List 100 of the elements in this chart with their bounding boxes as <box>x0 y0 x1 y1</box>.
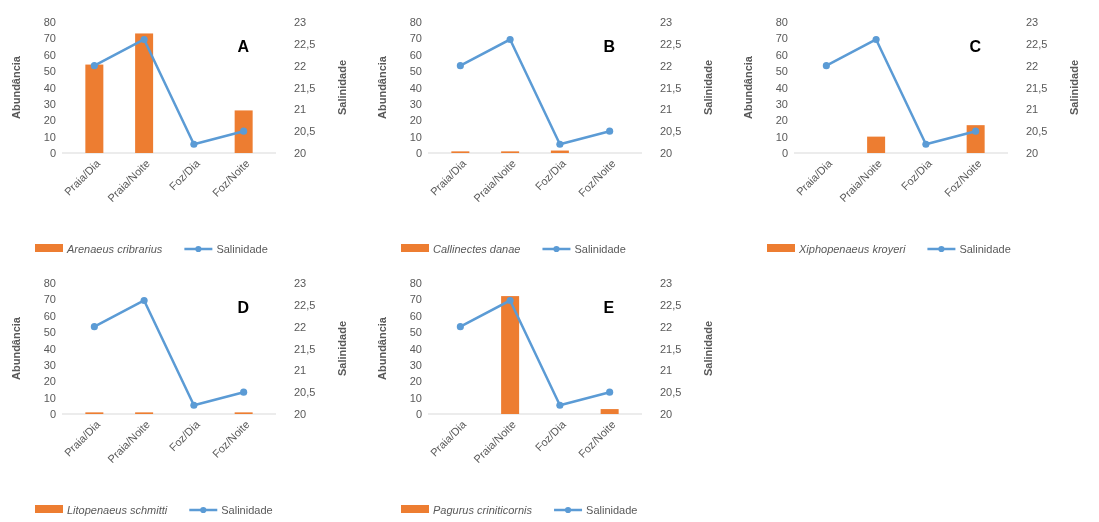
y-tick-label: 50 <box>775 65 788 78</box>
legend-label: Salinidade <box>216 243 268 255</box>
y-tick-label: 40 <box>43 342 56 355</box>
y-tick-label: 40 <box>43 81 56 94</box>
y-tick-label: 70 <box>43 293 56 306</box>
y-tick-label: 10 <box>43 130 56 143</box>
y2-tick-label: 20,5 <box>294 386 316 399</box>
y2-tick-label: 22 <box>294 59 307 72</box>
point <box>556 401 564 409</box>
y-tick-label: 20 <box>409 375 422 388</box>
y-tick-label: 70 <box>775 32 788 45</box>
y-tick-label: 30 <box>409 97 422 110</box>
y-tick-label: 50 <box>43 65 56 78</box>
y2-tick-label: 20 <box>660 408 673 421</box>
point <box>90 323 98 331</box>
y2-axis-title: Salinidade <box>336 59 348 116</box>
legend-label: Salinidade <box>586 504 638 516</box>
bar <box>135 33 154 153</box>
point <box>606 388 614 396</box>
y-tick-label: 30 <box>43 97 56 110</box>
point <box>606 127 614 135</box>
y2-tick-label: 22,5 <box>294 37 316 50</box>
annotation: E <box>603 299 615 316</box>
y2-tick-label: 22,5 <box>660 37 682 50</box>
y-axis-title: Abundância <box>376 55 388 119</box>
y2-tick-label: 23 <box>1026 16 1039 29</box>
y2-axis-title: Salinidade <box>702 320 714 377</box>
annotation: C <box>969 38 982 55</box>
legend-label: Litopenaeus schmitti <box>67 504 168 516</box>
annotation: A <box>237 38 250 55</box>
y2-tick-label: 21 <box>294 103 307 116</box>
y2-tick-label: 22 <box>660 320 673 333</box>
legend-label: Arenaeus cribrarius <box>66 243 163 255</box>
point <box>822 62 830 70</box>
y-tick-label: 20 <box>409 114 422 127</box>
legend-label: Pagurus criniticornis <box>433 504 533 516</box>
legend-label: Salinidade <box>574 243 626 255</box>
y-tick-label: 50 <box>409 326 422 339</box>
y2-axis-title: Salinidade <box>336 320 348 377</box>
y-axis-title: Abundância <box>742 55 754 119</box>
y2-tick-label: 22,5 <box>294 298 316 311</box>
y-tick-label: 60 <box>409 48 422 61</box>
y2-tick-label: 22 <box>1026 59 1039 72</box>
point <box>506 296 514 305</box>
y-tick-label: 60 <box>43 309 56 322</box>
y2-tick-label: 21 <box>1026 103 1039 116</box>
y2-axis-title: Salinidade <box>702 59 714 116</box>
point <box>190 140 198 148</box>
y-tick-label: 10 <box>43 391 56 404</box>
y2-tick-label: 20,5 <box>660 125 682 138</box>
point <box>240 127 248 135</box>
y2-tick-label: 23 <box>660 16 673 29</box>
y-tick-label: 0 <box>415 147 422 160</box>
y-tick-label: 10 <box>775 130 788 143</box>
y2-tick-label: 20,5 <box>1026 125 1048 138</box>
bar <box>85 64 104 153</box>
y-tick-label: 30 <box>43 358 56 371</box>
y-tick-label: 70 <box>409 32 422 45</box>
y-tick-label: 40 <box>409 81 422 94</box>
y2-tick-label: 20 <box>1026 147 1039 160</box>
y2-tick-label: 20 <box>660 147 673 160</box>
legend-label: Xiphopenaeus kroyeri <box>798 243 906 255</box>
y-axis-title: Abundância <box>10 316 22 380</box>
y2-tick-label: 21 <box>660 103 673 116</box>
y-tick-label: 80 <box>775 16 788 29</box>
point <box>872 35 880 44</box>
y2-tick-label: 23 <box>294 277 307 290</box>
y2-tick-label: 22 <box>294 320 307 333</box>
annotation: B <box>603 38 616 55</box>
y-tick-label: 60 <box>43 48 56 61</box>
y-tick-label: 80 <box>409 277 422 290</box>
y-tick-label: 0 <box>49 147 56 160</box>
bar <box>234 110 253 153</box>
y2-tick-label: 21,5 <box>294 81 316 94</box>
y-tick-label: 50 <box>43 326 56 339</box>
point <box>456 62 464 70</box>
y2-tick-label: 21,5 <box>1026 81 1048 94</box>
y2-tick-label: 20,5 <box>294 125 316 138</box>
y2-tick-label: 21,5 <box>660 81 682 94</box>
y-tick-label: 60 <box>775 48 788 61</box>
point <box>190 401 198 409</box>
point <box>556 140 564 148</box>
y-tick-label: 50 <box>409 65 422 78</box>
y-tick-label: 80 <box>409 16 422 29</box>
point <box>922 140 930 148</box>
point <box>506 35 514 44</box>
y2-tick-label: 21,5 <box>660 342 682 355</box>
y-tick-label: 0 <box>781 147 788 160</box>
y-tick-label: 60 <box>409 309 422 322</box>
y2-tick-label: 20 <box>294 408 307 421</box>
y-axis-title: Abundância <box>376 316 388 380</box>
y2-tick-label: 23 <box>294 16 307 29</box>
y-tick-label: 20 <box>43 375 56 388</box>
point <box>140 296 148 305</box>
point <box>140 35 148 44</box>
point <box>972 127 980 135</box>
y2-tick-label: 20,5 <box>660 386 682 399</box>
annotation: D <box>237 299 250 316</box>
y-tick-label: 80 <box>43 16 56 29</box>
y-tick-label: 0 <box>49 408 56 421</box>
